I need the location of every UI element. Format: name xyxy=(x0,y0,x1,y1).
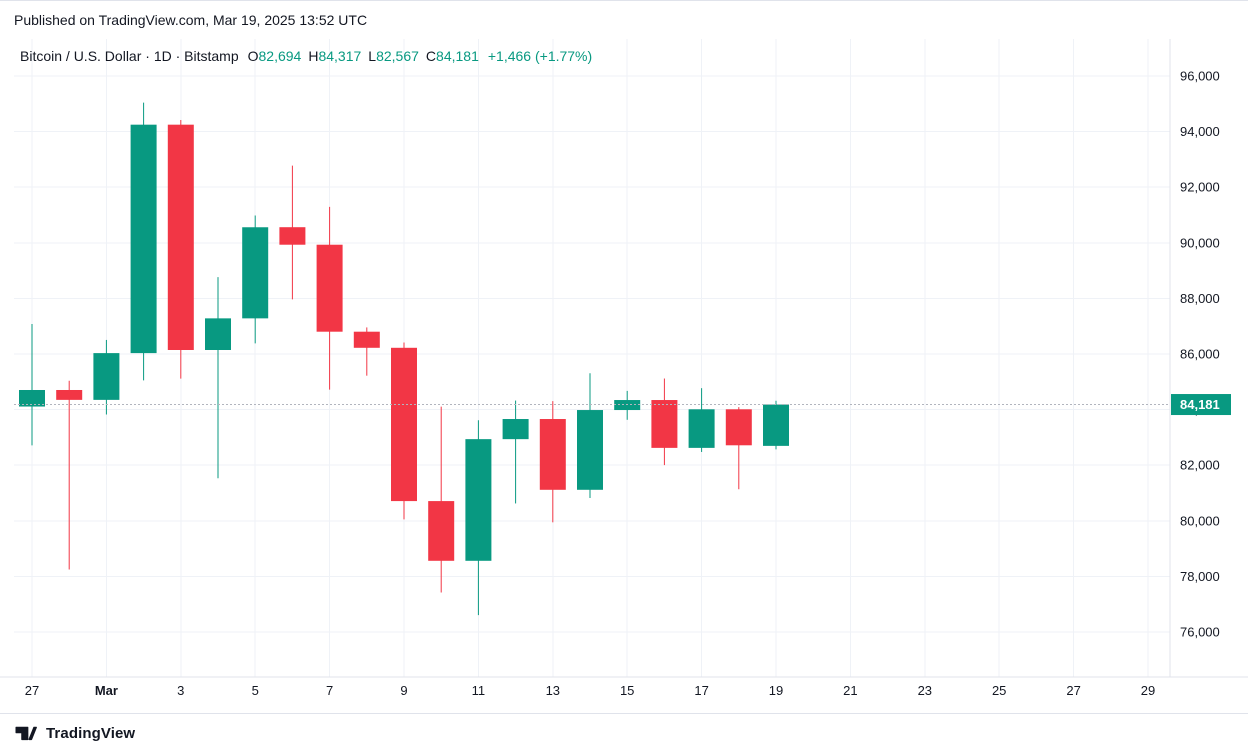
price-tick-label: 90,000 xyxy=(1180,235,1220,250)
change-value: +1,466 (+1.77%) xyxy=(487,48,593,64)
candle-body-mar-6 xyxy=(279,227,306,245)
chart-legend: Bitcoin / U.S. Dollar · 1D · Bitstamp O8… xyxy=(20,48,592,64)
time-tick-label: 13 xyxy=(546,683,560,698)
time-tick-label: 5 xyxy=(252,683,259,698)
candle-body-mar-18 xyxy=(725,409,752,446)
price-tick-label: 80,000 xyxy=(1180,513,1220,528)
publish-text: Published on TradingView.com, Mar 19, 20… xyxy=(14,12,368,28)
candle-body-mar-10 xyxy=(428,501,455,561)
price-tick-label: 82,000 xyxy=(1180,458,1220,473)
candle-body-feb-28 xyxy=(56,389,83,400)
candle-body-mar-5 xyxy=(242,227,269,319)
ohlc-high: H84,317 xyxy=(308,48,362,64)
time-tick-label: 21 xyxy=(843,683,857,698)
footer-bar: TradingView xyxy=(0,713,1248,752)
candle-body-mar-7 xyxy=(316,244,343,332)
price-tick-label: 92,000 xyxy=(1180,180,1220,195)
price-tick-label: 78,000 xyxy=(1180,569,1220,584)
time-tick-label: 27 xyxy=(1066,683,1080,698)
candle-body-mar-12 xyxy=(502,419,529,440)
time-tick-label: 3 xyxy=(177,683,184,698)
time-tick-label: 25 xyxy=(992,683,1006,698)
candle-body-mar-4 xyxy=(205,318,231,350)
candle-body-mar-3 xyxy=(167,124,194,350)
time-tick-label: 11 xyxy=(472,683,486,698)
ohlc-close: C84,181 xyxy=(425,48,479,64)
tradingview-logo-icon[interactable] xyxy=(14,721,38,745)
price-tick-label: 88,000 xyxy=(1180,291,1220,306)
time-tick-label: 9 xyxy=(400,683,407,698)
candle-body-mar-15 xyxy=(614,400,641,411)
ohlc-low: L82,567 xyxy=(368,48,419,64)
candle-body-mar-8 xyxy=(353,331,380,348)
ohlc-open: O82,694 xyxy=(247,48,302,64)
current-price-badge-label: 84,181 xyxy=(1180,397,1220,412)
price-tick-label: 86,000 xyxy=(1180,346,1220,361)
time-tick-label: Mar xyxy=(95,683,118,698)
time-tick-label: 27 xyxy=(25,683,39,698)
time-tick-label: 15 xyxy=(620,683,634,698)
candle-body-mar-19 xyxy=(763,404,789,446)
time-tick-label: 17 xyxy=(694,683,708,698)
footer-brand-link[interactable]: TradingView xyxy=(46,724,136,742)
candle-body-mar-9 xyxy=(391,347,417,502)
publish-bar: Published on TradingView.com, Mar 19, 20… xyxy=(14,12,367,28)
time-tick-label: 23 xyxy=(918,683,932,698)
candle-body-mar-1 xyxy=(93,353,120,400)
candle-body-mar-11 xyxy=(465,439,492,561)
current-price-badge xyxy=(1171,394,1231,416)
candle-body-mar-14 xyxy=(577,410,603,490)
time-tick-label: 7 xyxy=(326,683,333,698)
candle-body-mar-13 xyxy=(539,419,566,490)
candle-body-feb-27 xyxy=(19,389,45,407)
candle-body-mar-2 xyxy=(130,124,157,354)
candle-body-mar-16 xyxy=(651,400,678,448)
price-tick-label: 76,000 xyxy=(1180,624,1220,639)
time-tick-label: 19 xyxy=(769,683,783,698)
time-tick-label: 29 xyxy=(1141,683,1155,698)
symbol-title: Bitcoin / U.S. Dollar · 1D · Bitstamp xyxy=(20,48,239,64)
price-tick-label: 94,000 xyxy=(1180,124,1220,139)
candle-body-mar-17 xyxy=(688,409,715,448)
price-tick-label: 96,000 xyxy=(1180,68,1220,83)
